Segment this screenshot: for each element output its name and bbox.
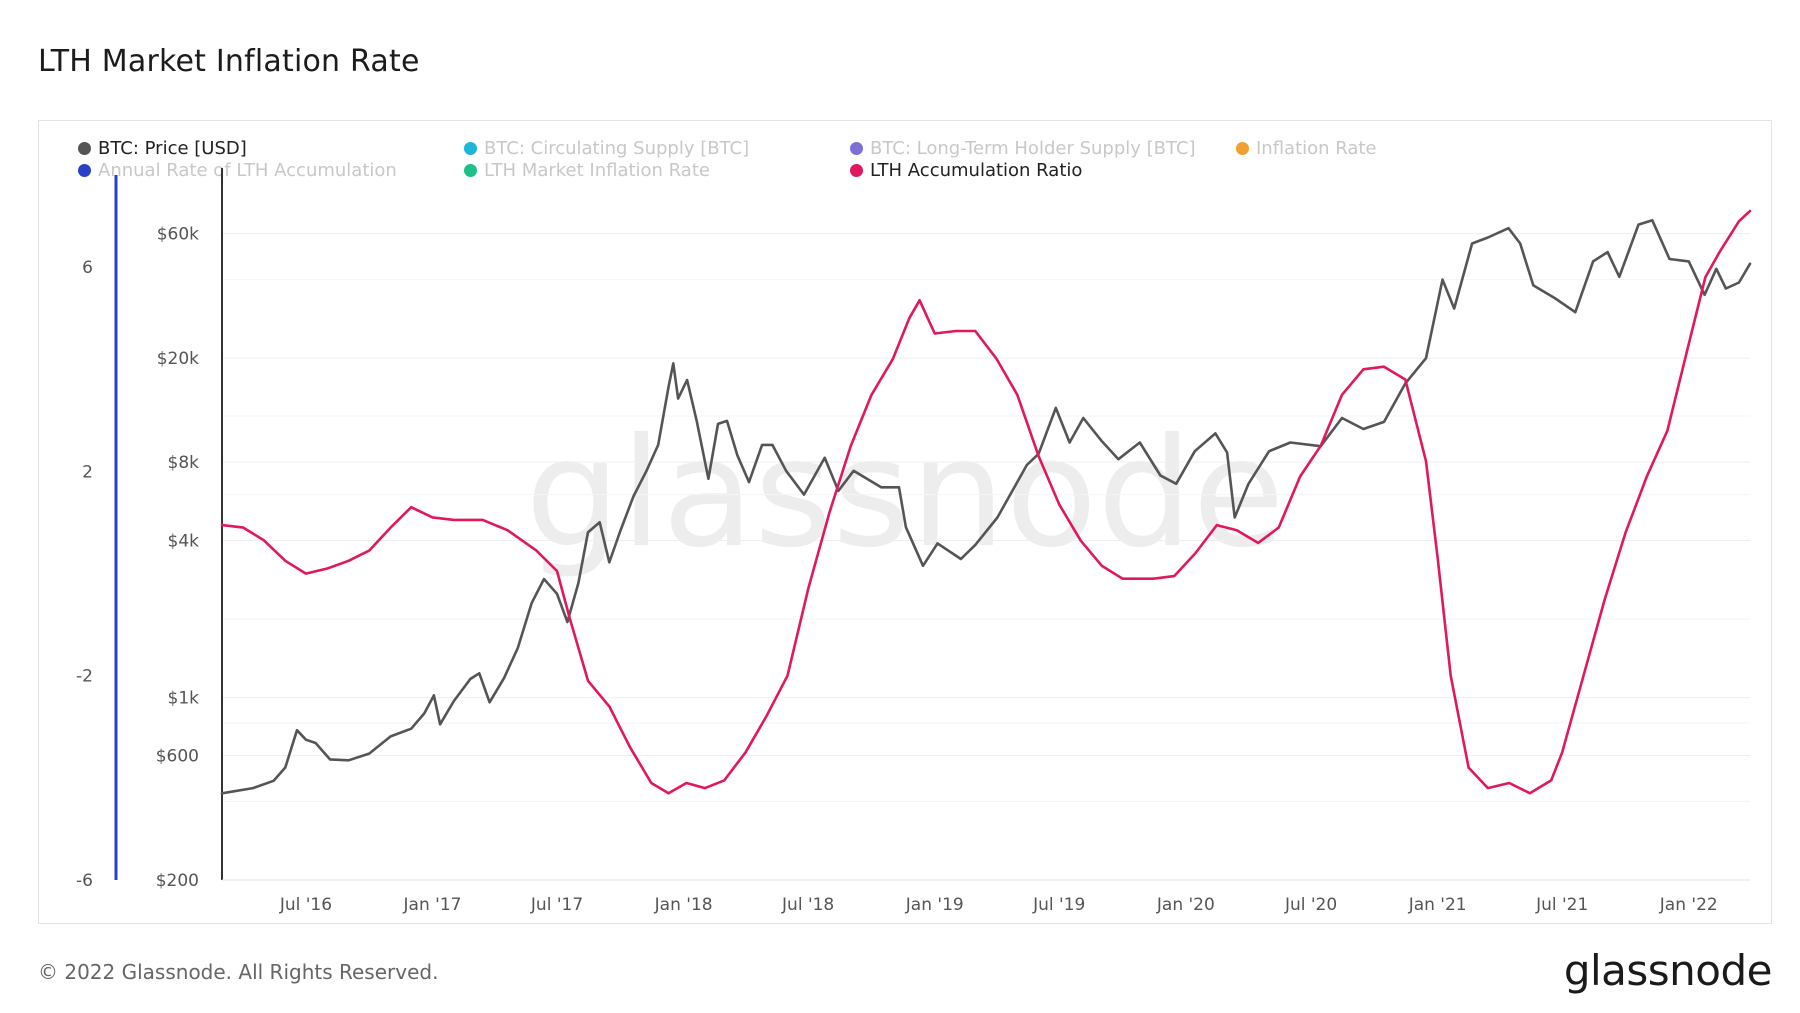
x-tick-label: Jul '21 [1535,895,1588,915]
y-price-tick-label: $8k [168,453,200,473]
x-tick-label: Jan '19 [905,895,964,915]
legend-item-lth-market-inflation-rate[interactable]: LTH Market Inflation Rate [464,160,710,181]
y-price-tick-label: $60k [157,225,199,245]
legend-item-btc-price-usd[interactable]: BTC: Price [USD] [78,138,247,159]
series-line-btc-price-usd [220,219,1752,795]
x-tick-label: Jul '19 [1032,895,1085,915]
x-tick-label: Jan '22 [1659,895,1718,915]
x-tick-label: Jan '20 [1156,895,1215,915]
legend-label: Annual Rate of LTH Accumulation [98,160,397,181]
legend-item-annual-rate-of-lth-accumulation[interactable]: Annual Rate of LTH Accumulation [78,160,397,181]
y-left-tick-label: 2 [82,462,93,482]
legend-swatch-icon [1236,142,1249,155]
y-price-tick-label: $4k [168,532,200,552]
legend-label: LTH Accumulation Ratio [870,160,1083,181]
x-tick-label: Jan '21 [1408,895,1467,915]
legend-swatch-icon [850,164,863,177]
y-price-tick-label: $600 [156,747,199,767]
x-tick-label: Jul '18 [781,895,834,915]
legend-swatch-icon [464,164,477,177]
legend-swatch-icon [850,142,863,155]
legend-label: BTC: Circulating Supply [BTC] [484,138,750,159]
legend-item-inflation-rate[interactable]: Inflation Rate [1236,138,1377,159]
y-left-tick-label: -6 [76,871,93,891]
legend-item-btc-long-term-holder-supply-btc[interactable]: BTC: Long-Term Holder Supply [BTC] [850,138,1196,159]
y-price-tick-label: $200 [156,871,199,891]
legend-label: Inflation Rate [1256,138,1377,159]
y-price-tick-label: $1k [168,689,200,709]
y-price-tick-label: $20k [157,349,199,369]
x-tick-label: Jul '17 [530,895,583,915]
legend-item-btc-circulating-supply-btc[interactable]: BTC: Circulating Supply [BTC] [464,138,749,159]
legend-swatch-icon [464,142,477,155]
glassnode-logo[interactable]: glassnode [1563,946,1773,995]
chart-frame [38,120,1772,924]
y-left-tick-label: -2 [76,667,93,687]
legend-label: BTC: Long-Term Holder Supply [BTC] [870,138,1196,159]
series-line-lth-accumulation-ratio [220,209,1752,795]
legend-swatch-icon [78,164,91,177]
legend-swatch-icon [78,142,91,155]
legend-label: BTC: Price [USD] [98,138,247,159]
chart-title: LTH Market Inflation Rate [38,44,420,79]
x-tick-label: Jul '20 [1284,895,1337,915]
x-tick-label: Jul '16 [279,895,332,915]
legend-label: LTH Market Inflation Rate [484,160,710,181]
legend-item-lth-accumulation-ratio[interactable]: LTH Accumulation Ratio [850,160,1082,181]
x-tick-label: Jan '18 [654,895,713,915]
watermark-text: glassnode [525,407,1284,581]
y-left-tick-label: 6 [82,258,93,278]
copyright-footer: © 2022 Glassnode. All Rights Reserved. [38,960,439,984]
x-tick-label: Jan '17 [403,895,462,915]
